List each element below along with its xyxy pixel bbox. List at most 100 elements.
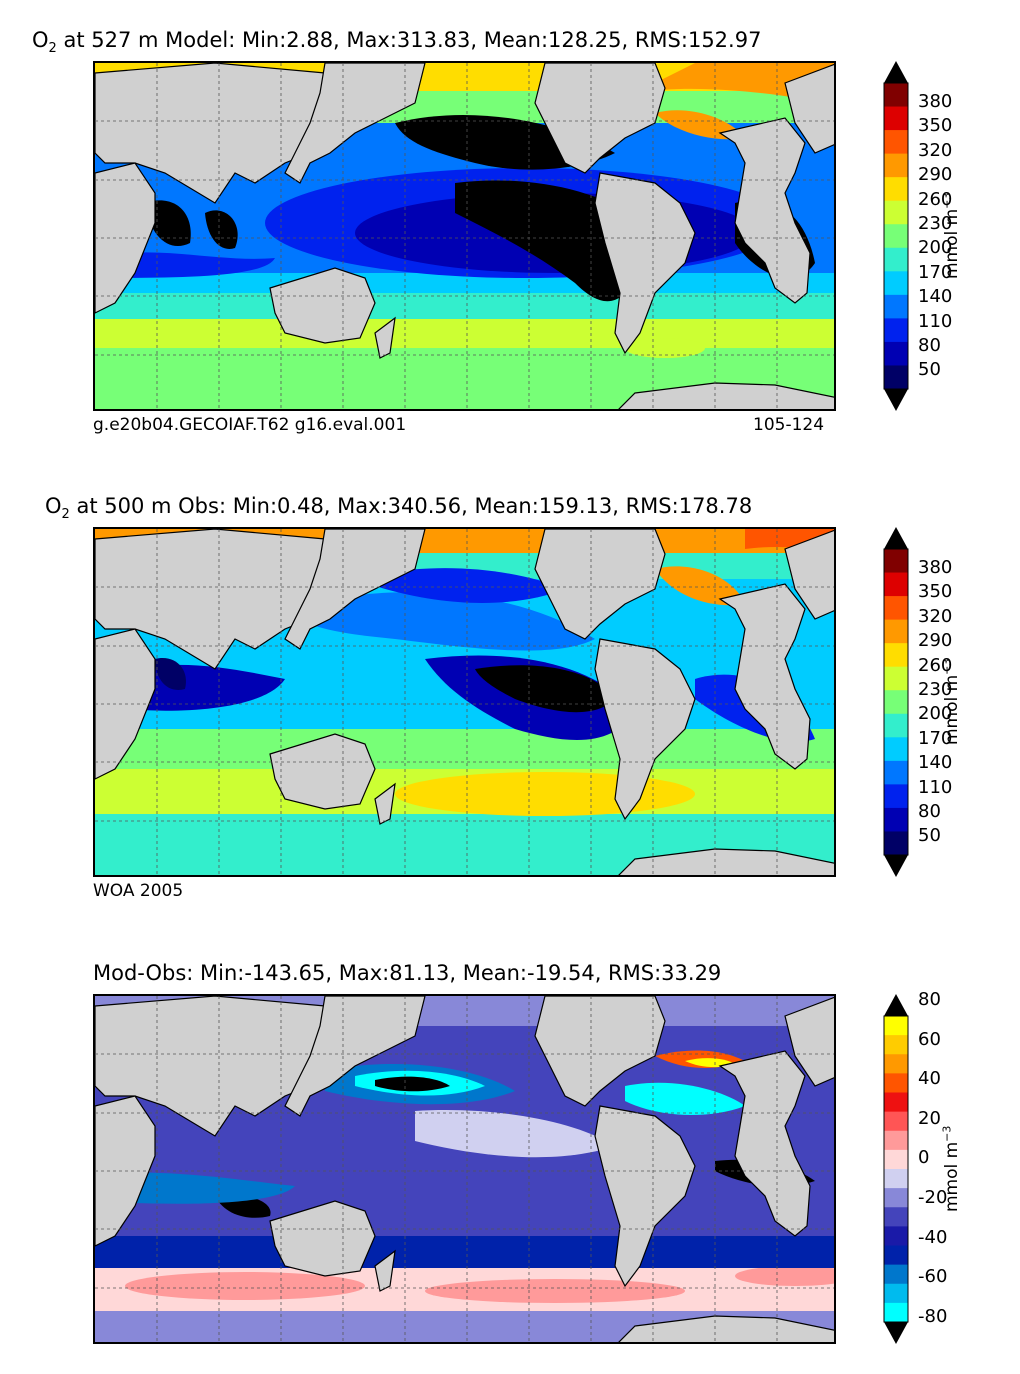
colorbar-segment [884, 1111, 908, 1132]
africa-west [718, 117, 811, 304]
south-darkblue-band [95, 1236, 834, 1268]
tropical-pacific-lightlavender [415, 1110, 615, 1158]
panel3-colorbar-tick: -40 [918, 1226, 948, 1248]
panel2-colorbar-tick: 80 [918, 801, 941, 822]
panel3-colorbar [883, 994, 909, 1344]
panel3-grid [95, 996, 834, 1342]
panel2-ocean-field [95, 529, 834, 875]
south-america [594, 638, 696, 821]
south-teal [95, 809, 834, 849]
australia [269, 267, 376, 344]
north-america [534, 63, 666, 174]
north-pacific-darkblue [355, 568, 565, 603]
panel2-colorbar-tick: 380 [918, 557, 953, 578]
panel2-map [93, 527, 836, 877]
new-zealand [374, 782, 396, 825]
panel1-colorbar-tick: 140 [918, 286, 953, 308]
panel2-colorbar-tick: 260 [918, 654, 953, 676]
panel3-colorbar-tick: -60 [918, 1266, 948, 1288]
colorbar-segment [884, 572, 908, 597]
colorbar-segment [884, 294, 908, 319]
panel2-colorbar-tick: 290 [918, 630, 953, 652]
panel3-ocean-field [95, 996, 834, 1342]
panel2-colorbar-tick: 320 [918, 605, 953, 627]
colorbar-frame [883, 1015, 909, 1323]
colorbar-segment [884, 106, 908, 131]
colorbar-segment [884, 690, 908, 715]
panel2-title-sub: 2 [61, 507, 70, 523]
panel1-colorbar-tick: 380 [918, 91, 953, 112]
colorbar-segment [884, 1130, 908, 1151]
colorbar-segment [884, 549, 908, 574]
panel2-colorbar-svg [883, 527, 909, 877]
panel2-colorbar-tick: 140 [918, 752, 953, 774]
colorbar-segment [884, 318, 908, 343]
panel1-colorbar-tick: 200 [918, 237, 953, 259]
drake-yellowgreen [625, 338, 705, 358]
north-america [534, 996, 666, 1107]
bay-bengal-omz [205, 210, 238, 249]
panel1-title: O2 at 527 m Model: Min:2.88, Max:313.83,… [32, 28, 761, 56]
panel2-grid [95, 529, 834, 875]
asia-east [284, 529, 426, 650]
colorbar-extend-max [884, 994, 908, 1016]
colorbar-segment [884, 831, 908, 856]
australia [269, 733, 376, 810]
panel2-colorbar-tick: 350 [918, 581, 953, 603]
panel1-map [93, 61, 836, 411]
colorbar-segment [884, 713, 908, 738]
africa-west [718, 1050, 811, 1237]
colorbar-segment [884, 666, 908, 691]
labrador-orange [655, 566, 745, 606]
panel1-title-sub: 2 [48, 41, 57, 57]
colorbar-extend-max [884, 527, 908, 549]
panel1-colorbar-tick: 80 [918, 335, 941, 356]
panel2-colorbar-tick: 110 [918, 776, 953, 798]
panel3-colorbar-tick: 20 [918, 1107, 941, 1129]
colorbar-segment [884, 1035, 908, 1055]
panel1-colorbar-svg [883, 61, 909, 411]
colorbar-extend-min [884, 1322, 908, 1344]
panel1-colorbar-tick: 320 [918, 139, 953, 161]
colorbar-segment [884, 596, 908, 621]
north-pacific-blue [285, 592, 595, 651]
panel3-title: Mod-Obs: Min:-143.65, Max:81.13, Mean:-1… [93, 961, 722, 985]
colorbar-segment [884, 1207, 908, 1227]
colorbar-segment [884, 341, 908, 366]
panel1-colorbar-tick: 110 [918, 310, 953, 332]
colorbar-segment [884, 200, 908, 225]
europe [784, 529, 834, 620]
colorbar-segment [884, 1169, 908, 1189]
panel2-source-label: WOA 2005 [93, 881, 184, 901]
arabian-omz [145, 200, 191, 247]
panel2-colorbar-tick: 200 [918, 703, 953, 725]
panel3-colorbar-tick: 0 [918, 1147, 930, 1169]
colorbar-segment [884, 619, 908, 644]
south-atlantic-salmon [735, 1266, 834, 1286]
colorbar-segment [884, 1245, 908, 1266]
colorbar-extend-max [884, 61, 908, 83]
panel1-map-svg [95, 63, 834, 409]
panel1-title-text: at 527 m Model: Min:2.88, Max:313.83, Me… [56, 28, 762, 52]
colorbar-segment [884, 807, 908, 832]
panel3-land [95, 996, 834, 1342]
colorbar-segment [884, 1073, 908, 1093]
panel2-title: O2 at 500 m Obs: Min:0.48, Max:340.56, M… [45, 494, 752, 522]
panel2-colorbar [883, 527, 909, 877]
colorbar-extend-min [884, 855, 908, 877]
panel2-title-text: at 500 m Obs: Min:0.48, Max:340.56, Mean… [69, 494, 753, 518]
panel3-colorbar-tick: 60 [918, 1028, 941, 1050]
colorbar-segment [884, 224, 908, 249]
north-america [534, 529, 666, 640]
panel2-colorbar-tick: 230 [918, 679, 953, 700]
panel2-title-o: O [45, 494, 62, 518]
colorbar-segment [884, 247, 908, 272]
colorbar-segment [884, 1283, 908, 1304]
south-pacific-salmon [425, 1279, 685, 1303]
colorbar-segment [884, 737, 908, 762]
colorbar-segment [884, 1016, 908, 1036]
panel1-colorbar-tick: 260 [918, 188, 953, 210]
panel1-colorbar-tick: 290 [918, 164, 953, 186]
colorbar-segment [884, 784, 908, 809]
asia-east [284, 996, 426, 1117]
